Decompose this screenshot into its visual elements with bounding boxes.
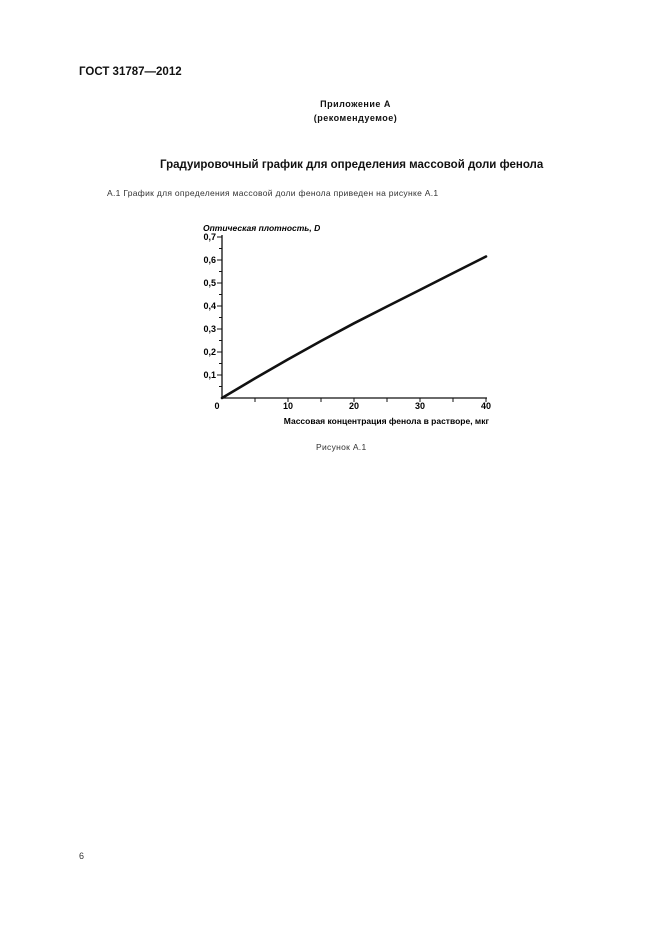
document-code: ГОСТ 31787—2012 [79,66,182,78]
y-tick-label: 0,7 [203,232,216,242]
appendix-title: Приложение А [320,99,391,109]
x-axis-label: Массовая концентрация фенола в растворе,… [284,416,490,426]
y-tick-label: 0,3 [203,324,216,334]
calibration-line [220,255,488,400]
x-tick-label: 10 [283,401,293,411]
section-title: Градуировочный график для определения ма… [160,159,544,171]
figure-caption: Рисунок А.1 [316,442,367,452]
x-tick-label: 30 [415,401,425,411]
appendix-status: (рекомендуемое) [313,113,398,123]
page-number: 6 [79,851,85,861]
y-tick-label: 0,4 [203,301,216,311]
x-tick-label: 0 [214,401,219,411]
y-tick-label: 0,6 [203,255,216,265]
y-tick-label: 0,1 [203,370,216,380]
y-axis-label: Оптическая плотность, D [203,223,320,233]
paragraph-a1: А.1 График для определения массовой доли… [107,188,439,198]
x-tick-label: 40 [481,401,491,411]
x-tick-label: 20 [349,401,359,411]
y-tick-label: 0,5 [203,278,216,288]
appendix-heading: Приложение А (рекомендуемое) [0,97,661,125]
y-tick-label: 0,2 [203,347,216,357]
